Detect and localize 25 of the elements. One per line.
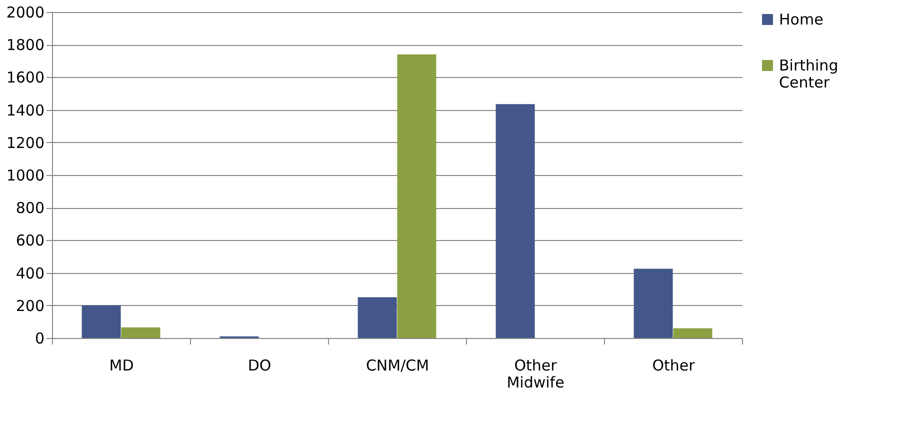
y-tick-label: 400 — [16, 264, 44, 282]
x-tick-label: Other Midwife — [506, 356, 564, 392]
y-tick-label: 600 — [16, 232, 44, 250]
bar — [121, 327, 160, 338]
bar — [358, 297, 397, 338]
y-tick-label: 1800 — [6, 36, 44, 54]
bar — [397, 54, 436, 338]
bar — [673, 328, 712, 338]
y-tick-label: 2000 — [6, 4, 44, 22]
x-tick-label: Other — [652, 356, 696, 374]
bar — [634, 268, 673, 338]
x-tick-label: MD — [109, 356, 134, 374]
y-tick-label: 1400 — [6, 101, 44, 120]
bar — [496, 104, 535, 338]
y-tick-label: 1200 — [6, 134, 44, 152]
legend-label: Birthing Center — [779, 56, 838, 92]
y-tick-label: 1000 — [6, 166, 44, 184]
x-tick-label: CNM/CM — [366, 356, 430, 374]
x-tick-label: DO — [248, 356, 272, 374]
y-tick-label: 800 — [16, 199, 44, 218]
bar — [82, 305, 121, 338]
y-tick-label: 0 — [34, 330, 44, 348]
y-tick-label: 200 — [16, 296, 44, 315]
y-tick-label: 1600 — [6, 68, 44, 87]
legend-label: Home — [779, 10, 824, 28]
